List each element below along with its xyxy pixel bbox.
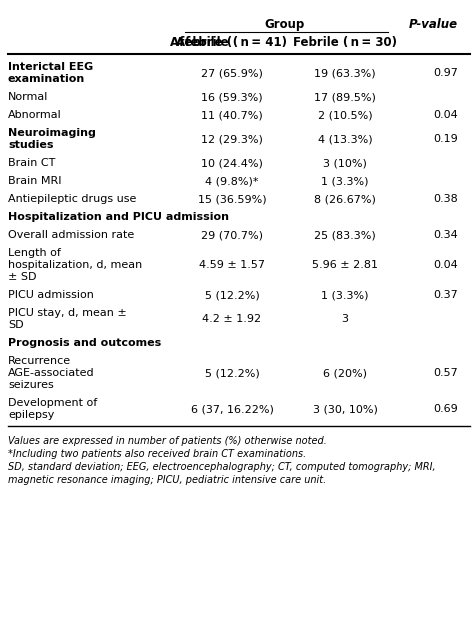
Text: 10 (24.4%): 10 (24.4%)	[201, 158, 263, 168]
Text: 6 (37, 16.22%): 6 (37, 16.22%)	[191, 404, 273, 414]
Text: PICU stay, d, mean ±
SD: PICU stay, d, mean ± SD	[8, 308, 127, 330]
Text: 17 (89.5%): 17 (89.5%)	[314, 92, 376, 102]
Text: 5 (12.2%): 5 (12.2%)	[205, 290, 259, 300]
Text: *Including two patients also received brain CT examinations.: *Including two patients also received br…	[8, 449, 306, 459]
Text: Antiepileptic drugs use: Antiepileptic drugs use	[8, 194, 137, 204]
Text: 4 (9.8%)*: 4 (9.8%)*	[205, 176, 259, 186]
Text: 1 (3.3%): 1 (3.3%)	[321, 290, 369, 300]
Text: 0.04: 0.04	[433, 110, 458, 120]
Text: 4.59 ± 1.57: 4.59 ± 1.57	[199, 260, 265, 270]
Text: Neuroimaging
studies: Neuroimaging studies	[8, 128, 96, 150]
Text: 12 (29.3%): 12 (29.3%)	[201, 134, 263, 144]
Text: 0.04: 0.04	[433, 260, 458, 270]
Text: Interictal EEG
examination: Interictal EEG examination	[8, 62, 93, 84]
Text: 6 (20%): 6 (20%)	[323, 368, 367, 378]
Text: Normal: Normal	[8, 92, 48, 102]
Text: 3 (10%): 3 (10%)	[323, 158, 367, 168]
Text: 0.34: 0.34	[433, 230, 458, 240]
Text: 3: 3	[341, 314, 348, 324]
Text: Recurrence
AGE-associated
seizures: Recurrence AGE-associated seizures	[8, 356, 95, 390]
Text: 3 (30, 10%): 3 (30, 10%)	[312, 404, 377, 414]
Text: Prognosis and outcomes: Prognosis and outcomes	[8, 338, 161, 348]
Text: 4 (13.3%): 4 (13.3%)	[318, 134, 372, 144]
Text: PICU admission: PICU admission	[8, 290, 94, 300]
Text: Development of
epilepsy: Development of epilepsy	[8, 398, 97, 420]
Text: Brain CT: Brain CT	[8, 158, 55, 168]
Text: 19 (63.3%): 19 (63.3%)	[314, 68, 376, 78]
Text: 0.57: 0.57	[433, 368, 458, 378]
Text: 27 (65.9%): 27 (65.9%)	[201, 68, 263, 78]
Text: 16 (59.3%): 16 (59.3%)	[201, 92, 263, 102]
Text: 8 (26.67%): 8 (26.67%)	[314, 194, 376, 204]
Text: 0.69: 0.69	[433, 404, 458, 414]
Text: Abnormal: Abnormal	[8, 110, 62, 120]
Text: 15 (36.59%): 15 (36.59%)	[198, 194, 266, 204]
Text: 0.37: 0.37	[433, 290, 458, 300]
Text: Values are expressed in number of patients (%) otherwise noted.: Values are expressed in number of patien…	[8, 436, 327, 446]
Text: Afebrile ( n = 41): Afebrile ( n = 41)	[176, 36, 288, 49]
Text: 0.38: 0.38	[433, 194, 458, 204]
Text: 25 (83.3%): 25 (83.3%)	[314, 230, 376, 240]
Text: P-value: P-value	[409, 18, 458, 31]
Text: 1 (3.3%): 1 (3.3%)	[321, 176, 369, 186]
Text: 4.2 ± 1.92: 4.2 ± 1.92	[202, 314, 262, 324]
Text: 5.96 ± 2.81: 5.96 ± 2.81	[312, 260, 378, 270]
Text: Afebrile (: Afebrile (	[170, 36, 232, 49]
Text: Length of
hospitalization, d, mean
± SD: Length of hospitalization, d, mean ± SD	[8, 248, 142, 282]
Text: Overall admission rate: Overall admission rate	[8, 230, 134, 240]
Text: Hospitalization and PICU admission: Hospitalization and PICU admission	[8, 212, 229, 222]
Text: Brain MRI: Brain MRI	[8, 176, 62, 186]
Text: magnetic resonance imaging; PICU, pediatric intensive care unit.: magnetic resonance imaging; PICU, pediat…	[8, 475, 326, 485]
Text: 0.19: 0.19	[433, 134, 458, 144]
Text: 29 (70.7%): 29 (70.7%)	[201, 230, 263, 240]
Text: Group: Group	[265, 18, 305, 31]
Text: 11 (40.7%): 11 (40.7%)	[201, 110, 263, 120]
Text: 2 (10.5%): 2 (10.5%)	[318, 110, 372, 120]
Text: 5 (12.2%): 5 (12.2%)	[205, 368, 259, 378]
Text: Febrile ( n = 30): Febrile ( n = 30)	[293, 36, 397, 49]
Text: SD, standard deviation; EEG, electroencephalography; CT, computed tomography; MR: SD, standard deviation; EEG, electroence…	[8, 462, 436, 472]
Text: 0.97: 0.97	[433, 68, 458, 78]
